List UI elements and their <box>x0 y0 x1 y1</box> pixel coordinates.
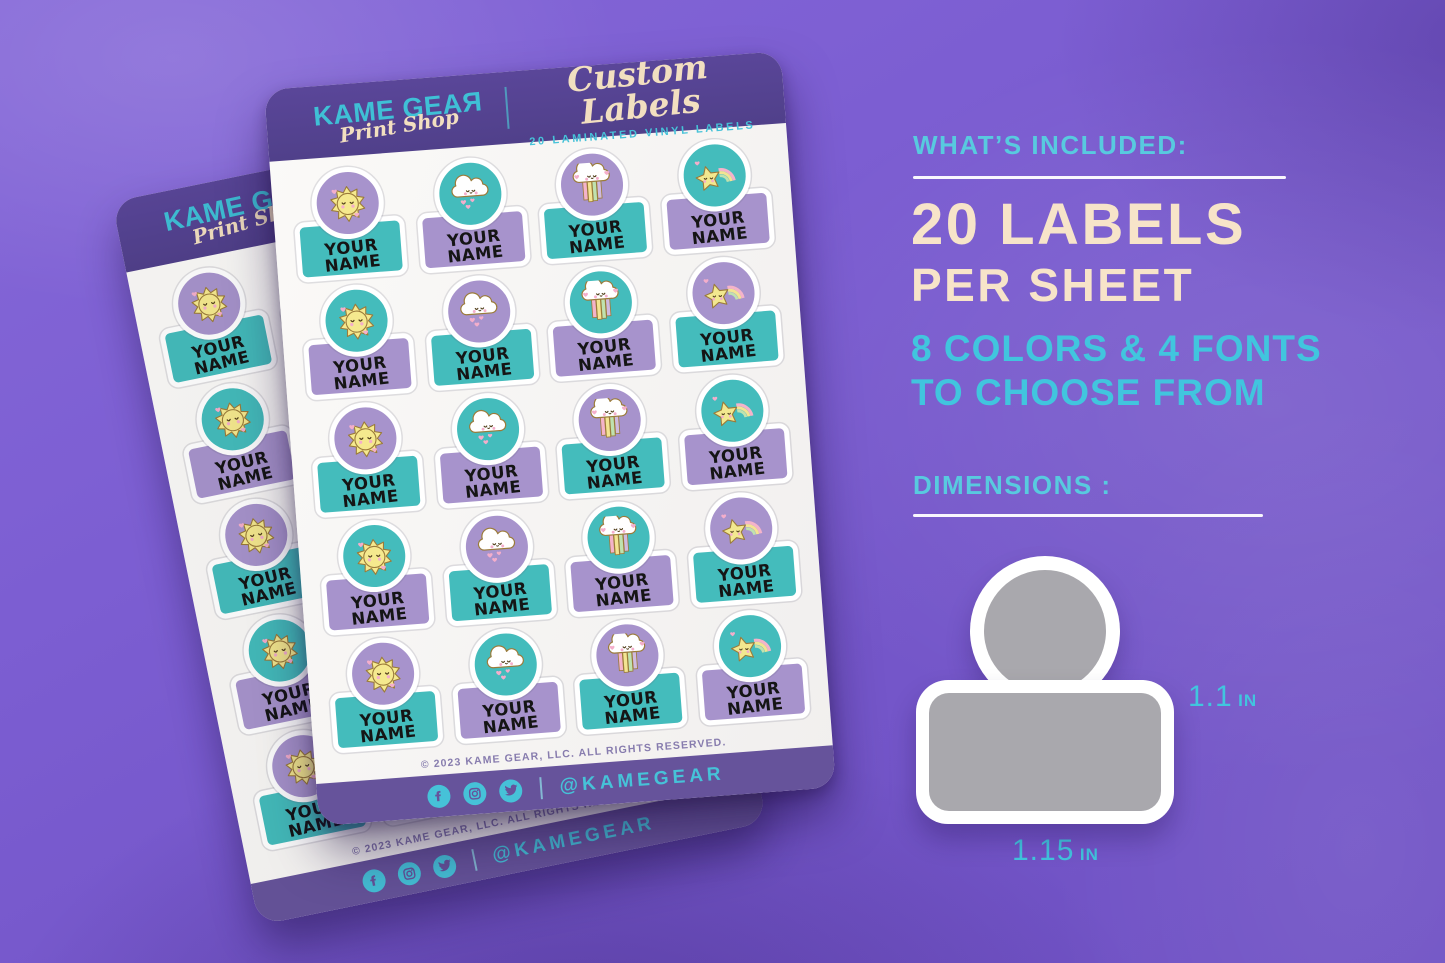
footer-divider <box>471 849 478 871</box>
sun-icon <box>237 608 323 693</box>
sun-icon <box>190 376 276 462</box>
star-rainbow-icon <box>693 372 771 450</box>
diagram-icon-area <box>984 570 1106 692</box>
included-rule <box>913 176 1286 179</box>
social-handle: @KAMEGEAR <box>558 763 726 797</box>
sheet-footer: @KAMEGEAR <box>316 745 836 826</box>
sheet-footer: @KAMEGEAR <box>250 780 767 926</box>
instagram-icon <box>395 859 423 887</box>
dimension-unit: IN <box>1079 845 1099 864</box>
brand-logo: KAME GEAЯ Print Shop <box>299 86 497 147</box>
instagram-icon <box>462 780 488 806</box>
facebook-icon <box>360 866 388 894</box>
dimension-height-value: 1.1 <box>1188 680 1233 713</box>
sticker-sheet-front: KAME GEAЯ Print Shop Custom Labels 20 LA… <box>264 46 836 826</box>
sun-icon <box>335 517 414 595</box>
star-rainbow-icon <box>702 489 780 568</box>
rainbow-cloud-icon <box>553 146 631 224</box>
subheadline-colors-fonts: 8 COLORS & 4 FONTS <box>911 328 1322 369</box>
social-icons <box>360 852 459 894</box>
rainbow-cloud-icon <box>562 263 640 341</box>
rain-cloud-icon <box>458 508 536 586</box>
sun-icon <box>309 164 387 242</box>
dimensions-heading: DIMENSIONS : <box>913 470 1112 500</box>
twitter-icon <box>498 778 524 803</box>
label-dimensions-diagram <box>916 556 1174 824</box>
dimension-height-label: 1.1 IN <box>1188 680 1257 714</box>
dimension-width-label: 1.15 IN <box>1012 834 1099 868</box>
included-heading: WHAT’S INCLUDED: <box>913 130 1188 160</box>
sun-icon <box>327 399 405 477</box>
star-rainbow-icon <box>675 136 754 215</box>
dimensions-rule <box>913 514 1263 517</box>
footer-divider <box>539 777 543 800</box>
headline-count: 20 LABELS <box>911 192 1247 257</box>
twitter-icon <box>431 852 459 880</box>
rainbow-cloud-icon <box>589 616 667 694</box>
sun-icon <box>214 492 299 578</box>
dimension-width-value: 1.15 <box>1012 834 1075 867</box>
rainbow-cloud-icon <box>580 499 658 577</box>
rain-cloud-icon <box>449 390 527 468</box>
diagram-name-area <box>929 693 1161 811</box>
sun-icon <box>167 261 252 347</box>
rain-cloud-icon <box>431 155 509 233</box>
label-grid: YOUR NAME YOUR NAME YOUR NAME YOUR NAME YOUR NAME… <box>269 123 831 760</box>
dimension-unit: IN <box>1238 691 1258 710</box>
rain-cloud-icon <box>440 272 518 351</box>
facebook-icon <box>426 783 452 809</box>
rain-cloud-icon <box>466 625 545 704</box>
social-icons <box>426 778 524 809</box>
headline-per-sheet: PER SHEET <box>911 259 1195 311</box>
header-divider <box>504 86 510 129</box>
subheadline-choose-from: TO CHOOSE FROM <box>911 372 1266 413</box>
star-rainbow-icon <box>711 607 789 685</box>
sun-icon <box>344 635 422 713</box>
rainbow-cloud-icon <box>571 381 649 459</box>
sun-icon <box>318 282 396 360</box>
sun-icon <box>261 723 347 809</box>
star-rainbow-icon <box>684 254 762 332</box>
